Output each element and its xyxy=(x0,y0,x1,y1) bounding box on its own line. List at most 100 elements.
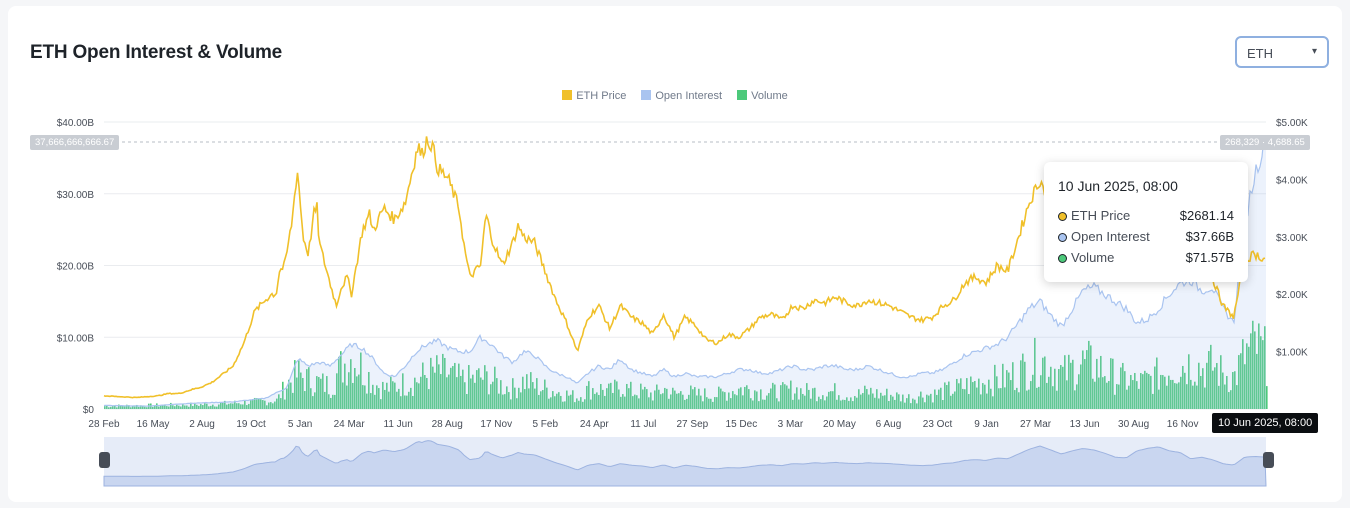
volume-bar xyxy=(992,396,994,409)
volume-bar xyxy=(138,406,140,409)
volume-bar xyxy=(1022,353,1024,409)
volume-bar xyxy=(728,392,730,409)
volume-bar xyxy=(738,388,740,409)
volume-bar xyxy=(394,382,396,409)
volume-bar xyxy=(516,398,518,409)
volume-bar xyxy=(202,405,204,409)
volume-bar xyxy=(1084,359,1086,409)
volume-bar xyxy=(770,388,772,409)
x-tick-label: 27 Mar xyxy=(1020,419,1052,430)
tooltip-label: ETH Price xyxy=(1071,208,1131,223)
asset-select-value: ETH xyxy=(1247,46,1273,61)
volume-bar xyxy=(862,393,864,409)
volume-bar xyxy=(808,389,810,409)
volume-bar xyxy=(942,400,944,409)
volume-bar xyxy=(874,397,876,409)
volume-bar xyxy=(160,405,162,409)
volume-bar xyxy=(944,382,946,409)
volume-bar xyxy=(270,402,272,409)
volume-bar xyxy=(460,375,462,409)
volume-bar xyxy=(210,405,212,409)
legend-swatch xyxy=(737,90,748,100)
volume-bar xyxy=(1100,355,1102,409)
volume-bar xyxy=(266,405,268,409)
volume-bar xyxy=(1136,381,1138,409)
volume-bar xyxy=(502,394,504,409)
volume-bar xyxy=(710,398,712,409)
volume-bar xyxy=(194,402,196,409)
volume-bar xyxy=(132,405,134,409)
volume-bar xyxy=(830,391,832,409)
volume-bar xyxy=(180,406,182,409)
volume-bar xyxy=(918,396,920,409)
x-tick-label: 5 Feb xyxy=(532,419,558,430)
x-tick-label: 11 Jul xyxy=(630,419,656,430)
volume-bar xyxy=(152,406,154,409)
volume-bar xyxy=(1120,367,1122,409)
volume-bar xyxy=(400,396,402,409)
legend-item-eth-price[interactable]: ETH Price xyxy=(562,90,626,102)
volume-bar xyxy=(198,405,200,409)
volume-bar xyxy=(220,402,222,409)
range-handle-left[interactable] xyxy=(99,452,110,468)
volume-bar xyxy=(790,380,792,409)
volume-bar xyxy=(332,394,334,409)
range-handle-right[interactable] xyxy=(1263,452,1274,468)
volume-bar xyxy=(1160,374,1162,409)
volume-bar xyxy=(348,372,350,409)
volume-bar xyxy=(176,404,178,409)
series-dot-icon xyxy=(1058,254,1067,263)
volume-bar xyxy=(206,403,208,409)
volume-bar xyxy=(658,389,660,409)
tooltip-label: Volume xyxy=(1071,250,1115,265)
volume-bar xyxy=(362,385,364,409)
volume-bar xyxy=(868,394,870,409)
volume-bar xyxy=(262,400,264,409)
volume-bar xyxy=(850,397,852,409)
volume-bar xyxy=(980,394,982,409)
volume-bar xyxy=(682,394,684,409)
volume-bar xyxy=(1116,384,1118,409)
volume-bar xyxy=(1068,354,1070,409)
volume-bar xyxy=(334,394,336,409)
volume-bar xyxy=(524,389,526,409)
volume-bar xyxy=(368,371,370,409)
volume-bar xyxy=(254,397,256,409)
volume-bar xyxy=(628,388,630,409)
volume-bar xyxy=(340,351,342,409)
volume-bar xyxy=(300,372,302,409)
volume-bar xyxy=(462,369,464,409)
volume-bar xyxy=(338,356,340,409)
x-tick-label: 28 Aug xyxy=(432,419,463,430)
volume-bar xyxy=(1128,385,1130,409)
volume-bar xyxy=(542,390,544,409)
volume-bar xyxy=(780,385,782,409)
volume-bar xyxy=(1096,358,1098,409)
volume-bar xyxy=(466,394,468,409)
volume-bar xyxy=(890,394,892,409)
volume-bar xyxy=(170,402,172,409)
asset-select[interactable]: ETH ▾ xyxy=(1235,36,1329,68)
legend-item-open-interest[interactable]: Open Interest xyxy=(641,90,722,102)
volume-bar xyxy=(670,394,672,409)
volume-bar xyxy=(1206,362,1208,409)
volume-bar xyxy=(588,381,590,409)
volume-bar xyxy=(784,384,786,409)
volume-bar xyxy=(948,381,950,409)
volume-bar xyxy=(1124,371,1126,409)
volume-bar xyxy=(1044,356,1046,409)
volume-bar xyxy=(716,397,718,409)
volume-bar xyxy=(594,393,596,409)
volume-bar xyxy=(1224,384,1226,409)
volume-bar xyxy=(834,383,836,409)
legend-item-volume[interactable]: Volume xyxy=(737,90,788,102)
volume-bar xyxy=(766,395,768,409)
volume-bar xyxy=(1034,337,1036,409)
volume-bar xyxy=(950,395,952,409)
volume-bar xyxy=(504,394,506,409)
volume-bar xyxy=(940,387,942,409)
volume-bar xyxy=(652,400,654,409)
volume-bar xyxy=(732,391,734,409)
volume-bar xyxy=(982,383,984,409)
